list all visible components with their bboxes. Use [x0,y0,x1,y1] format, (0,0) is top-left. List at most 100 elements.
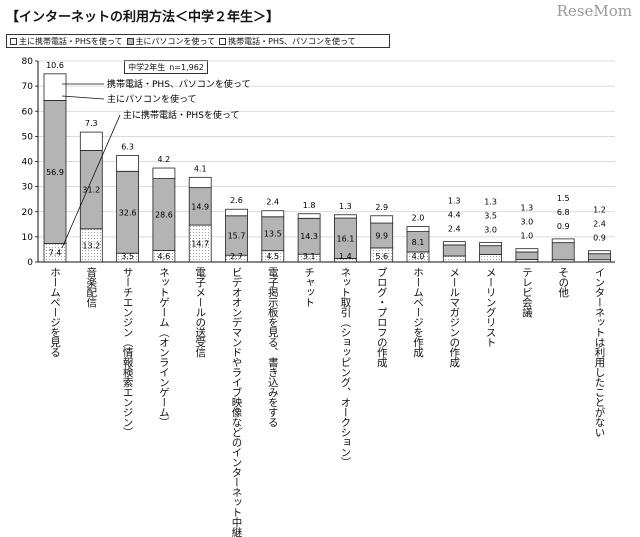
data-label-pc: 31.2 [82,186,100,195]
data-label-both: 2.4 [266,198,279,207]
stacked-bar-chart: 7.4 56.9 10.6 13.2 31.2 7.3 3.5 32.6 6.3 4.6 28.6 4… [22,57,615,268]
data-label-both: 2.6 [230,196,243,205]
data-label-mobile: 14.7 [191,240,209,249]
bar-segment-pc [479,245,503,255]
bar-segment-both [297,213,321,219]
y-tick-label: 70 [22,82,34,92]
x-tick-label: インターネットは利用したことがない [593,267,606,437]
bar-segment-both [479,242,503,247]
y-tick-label: 40 [22,158,34,168]
bar-segment-both [551,238,575,244]
data-label-both: 1.5 [557,194,570,203]
sample-grade: 中学2年生 [128,62,166,72]
data-label-pc: 15.7 [228,231,246,240]
bar-segment-both [43,73,67,101]
data-label-pc: 13.5 [264,230,282,239]
bar-segment-both [152,167,176,179]
x-tick-label: ネットゲーム（オンラインゲーム） [157,267,170,427]
data-label-mobile: 7.4 [49,249,62,258]
x-tick-label: ビデオオンデマンドやライブ映像などのインターネット中継 [230,267,243,537]
x-tick-label: テレビ会議 [520,267,533,317]
data-label-mobile: 4.0 [412,252,425,261]
legend-swatch-mobile [10,37,17,45]
bar-segment-both [406,226,430,232]
annotation-leader-pc [61,95,105,100]
x-tick-label: メールマガジンの作成 [448,267,461,367]
data-label-pc: 9.9 [375,231,388,240]
annotation-pc: 主にパソコンを使って [107,93,197,105]
data-label-pc: 14.9 [191,202,209,211]
bar-segment-both [79,131,103,151]
data-label-mobile: 4.5 [266,252,279,261]
bar-segment-both [261,210,285,218]
data-label-pc: 56.9 [46,168,64,177]
data-label-mobile: 0.9 [557,222,570,231]
bar-segment-pc [551,242,575,261]
data-label-mobile: 1.0 [521,232,534,241]
annotation-mobile: 主に携帯電話・PHSを使って [123,109,239,121]
legend-item-both: 携帯電話・PHS、パソコンを使って [219,36,356,47]
data-label-pc: 3.0 [521,218,534,227]
x-tick-label: チャット [303,267,316,307]
data-label-both: 2.0 [412,214,425,223]
data-label-pc: 16.1 [336,234,354,243]
brand-logo: ReseMom [556,2,632,20]
legend-label-pc: 主にパソコンを使って [135,36,216,46]
y-tick-label: 30 [22,183,34,193]
data-label-both: 7.3 [85,119,98,128]
data-label-mobile: 2.7 [230,252,243,261]
data-label-both: 4.2 [158,155,171,164]
x-tick-label: 電子掲示板を見る、書き込みをする [266,267,279,427]
data-label-mobile: 2.4 [448,225,461,234]
data-label-both: 1.3 [521,204,534,213]
x-tick-label: サーチエンジン（情報検索エンジン） [121,267,134,437]
data-label-both: 1.3 [484,197,497,206]
data-label-pc: 32.6 [119,208,137,217]
legend-item-pc: 主にパソコンを使って [126,36,216,47]
data-label-pc: 3.5 [484,211,497,220]
y-tick-label: 20 [22,208,34,218]
data-label-pc: 6.8 [557,208,570,217]
data-label-mobile: 3.0 [484,225,497,234]
data-label-pc: 14.3 [300,232,318,241]
legend-swatch-pc [126,37,134,45]
bar-segment-both [333,214,357,219]
data-label-pc: 4.4 [448,211,461,220]
data-label-both: 10.6 [46,61,64,70]
bar-segment-both [188,176,212,189]
sample-note: 中学2年生 n=1,962 [124,60,208,74]
data-label-pc: 8.1 [412,238,425,247]
bar-segment-both [225,208,248,217]
bar-segment-both [442,241,466,246]
sample-size: n=1,962 [169,62,204,72]
x-tick-label: 音楽配信 [85,267,98,307]
data-label-mobile: 5.6 [375,252,388,261]
data-label-mobile: 3.1 [303,252,316,261]
legend-label-mobile: 主に携帯電話・PHSを使って [19,36,123,46]
bar-segment-both [515,248,539,253]
data-label-both: 1.8 [303,201,316,210]
page-title: 【インターネットの利用方法＜中学２年生＞】 [6,10,280,25]
x-tick-label: ブログ・プロフの作成 [375,267,388,367]
annotation-both: 携帯電話・PHS、パソコンを使って [107,78,250,90]
y-tick-label: 60 [22,107,34,117]
legend-swatch-both [219,37,227,45]
x-tick-label: ホームページを見る [49,267,61,357]
x-tick-label: 電子メールの送受信 [194,267,207,357]
data-label-both: 6.3 [121,142,134,151]
legend: 主に携帯電話・PHSを使って 主にパソコンを使って 携帯電話・PHS、パソコンを… [6,34,390,48]
bar-segment-pc [588,253,611,261]
x-tick-label: メーリングリスト [484,267,497,347]
data-label-mobile: 4.6 [158,252,171,261]
x-tick-label: ネット取引（ショッピング、オークション） [339,267,352,467]
data-label-both: 1.2 [593,206,606,215]
data-label-mobile: 3.5 [121,252,134,261]
y-tick-label: 10 [22,233,34,243]
y-tick-label: 0 [27,258,33,268]
data-label-both: 1.3 [339,202,352,211]
legend-item-mobile: 主に携帯電話・PHSを使って [10,36,123,47]
bar-segment-mobile [479,254,503,263]
y-tick-label: 50 [22,132,34,142]
data-label-mobile: 13.2 [82,241,100,250]
data-label-pc: 2.4 [593,220,606,229]
